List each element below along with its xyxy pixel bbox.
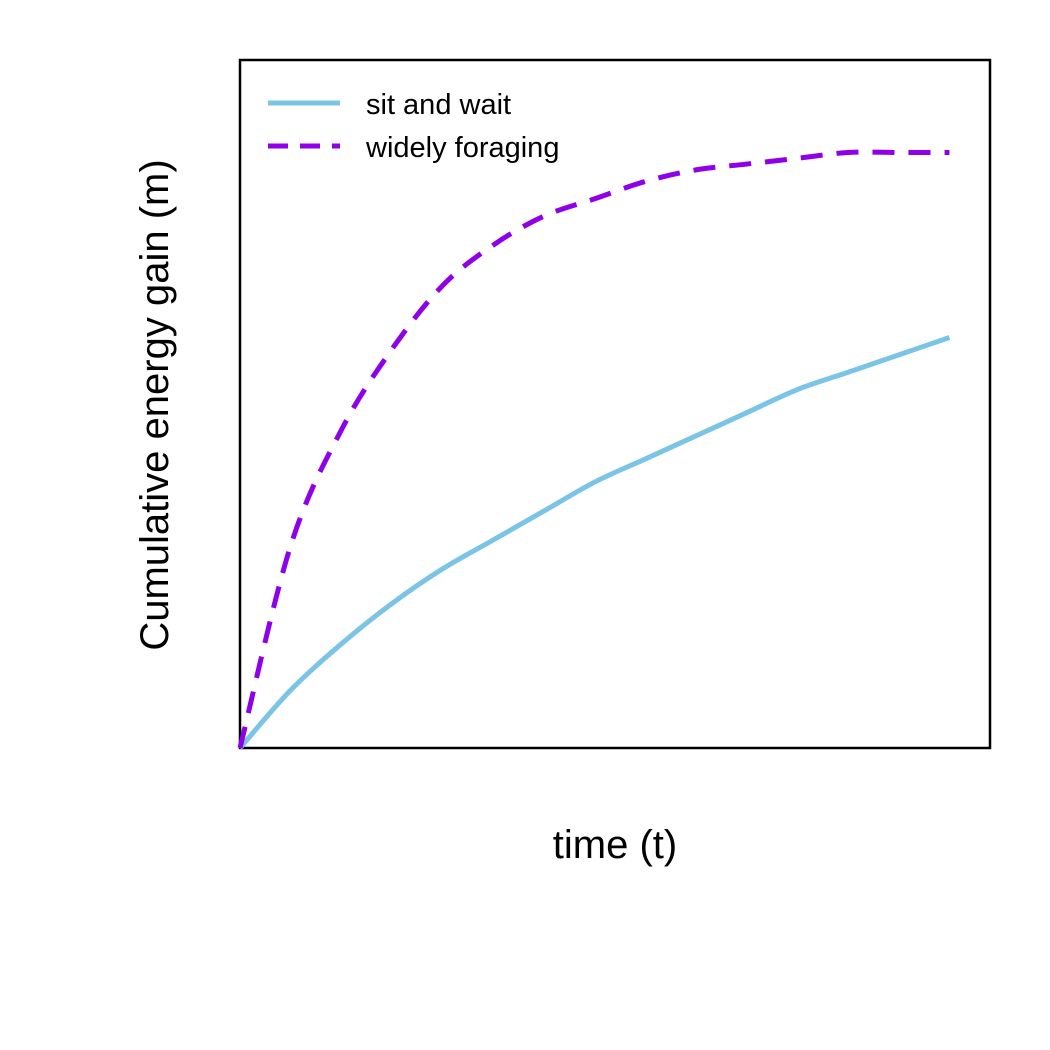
x-axis-title: time (t) xyxy=(553,823,677,867)
series-layer xyxy=(237,149,951,750)
series-line-sit-and-wait xyxy=(238,335,951,750)
series-line-widely-foraging xyxy=(237,149,950,749)
legend-label-sit-and-wait: sit and wait xyxy=(366,89,511,121)
plot-frame xyxy=(238,58,992,750)
legend-label-widely-foraging: widely foraging xyxy=(365,132,559,164)
y-axis-title: Cumulative energy gain (m) xyxy=(133,159,177,650)
legend: sit and wait widely foraging xyxy=(268,89,559,164)
